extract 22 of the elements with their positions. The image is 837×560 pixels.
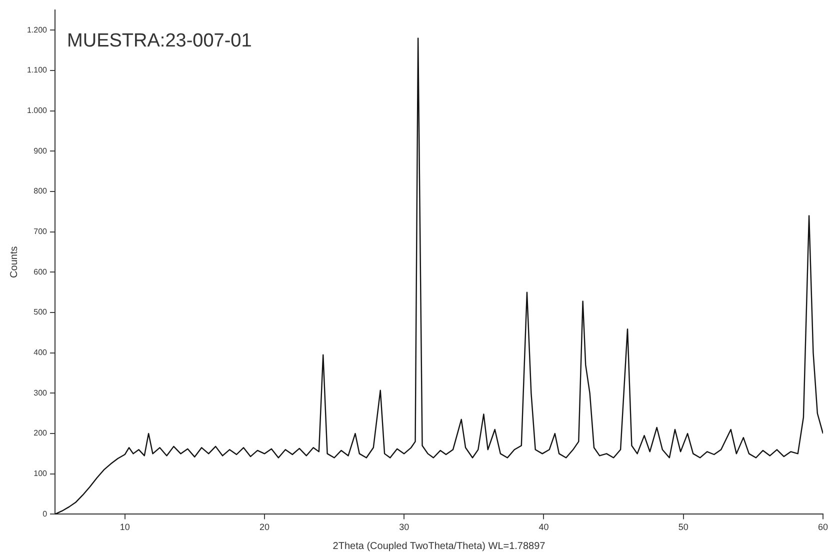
y-tick-label: 400 — [34, 348, 48, 358]
y-tick-label: 600 — [34, 267, 48, 276]
y-tick-label: 0 — [42, 509, 48, 518]
x-tick-label: 30 — [399, 522, 410, 532]
y-tick-label: 900 — [34, 146, 48, 156]
x-axis-title: 2Theta (Coupled TwoTheta/Theta) WL=1.78897 — [332, 540, 546, 552]
y-axis-title: Counts — [8, 246, 20, 278]
y-tick-label: 200 — [34, 428, 48, 438]
annotation: MUESTRA:23-007-01 — [67, 30, 252, 52]
x-tick-label: 40 — [538, 522, 549, 532]
y-tick-label: 1.000 — [26, 106, 48, 116]
y-tick-label: 800 — [34, 186, 48, 196]
x-tick-label: 60 — [818, 522, 828, 532]
y-tick-label: 300 — [34, 388, 48, 398]
y-tick-label: 1.100 — [26, 66, 48, 75]
y-tick-label: 700 — [34, 227, 48, 236]
y-tick-label: 500 — [34, 308, 48, 317]
y-tick-label: 100 — [34, 469, 48, 478]
x-tick-label: 20 — [259, 522, 270, 532]
x-tick-label: 10 — [120, 522, 130, 532]
x-tick-label: 50 — [678, 522, 688, 532]
y-tick-label: 1.200 — [26, 25, 48, 34]
